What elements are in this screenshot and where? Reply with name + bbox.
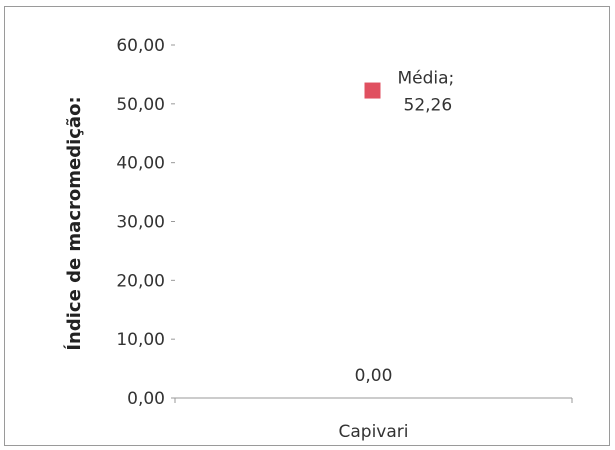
y-tick-label: 50,00: [116, 95, 165, 115]
y-axis-ticks: 0,00 10,00 20,00 30,00 40,00 50,00 60,00: [116, 36, 175, 409]
chart-frame: [4, 6, 610, 446]
data-label-series-name: Média;: [398, 69, 455, 89]
y-tick-label: 30,00: [116, 213, 165, 233]
y-tick-label: 20,00: [116, 271, 165, 291]
data-label-value: 52,26: [404, 96, 453, 116]
y-axis-label: Índice de macromedição:: [63, 96, 85, 350]
y-tick-label: 10,00: [116, 330, 165, 350]
data-point-media: [364, 82, 381, 99]
x-axis-ticks: [174, 398, 573, 403]
category-label-capivari: Capivari: [339, 422, 409, 442]
y-tick-label: 0,00: [127, 389, 165, 409]
y-tick-label: 60,00: [116, 36, 165, 56]
y-tick-label: 40,00: [116, 154, 165, 174]
annotation-zero-value: 0,00: [355, 366, 393, 386]
